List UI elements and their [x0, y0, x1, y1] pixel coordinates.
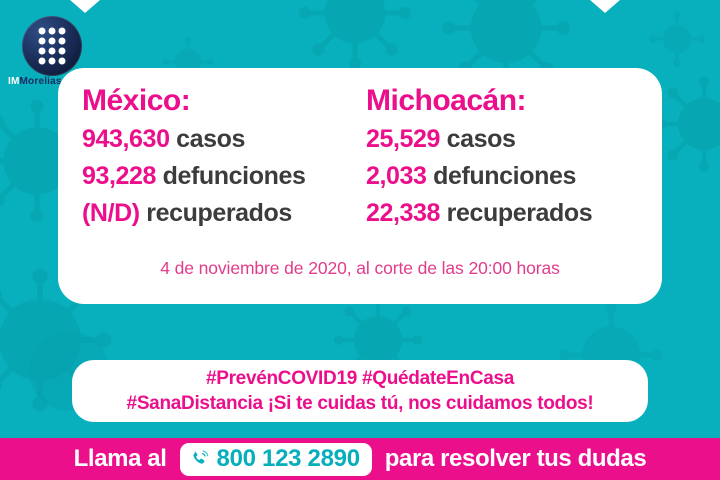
logo-orb-icon	[22, 16, 82, 76]
stat-value: (N/D)	[82, 199, 140, 228]
hashtag-card: #PrevénCOVID19 #QuédateEnCasa #SanaDista…	[72, 360, 648, 422]
phone-number-pill[interactable]: 800 123 2890	[179, 442, 372, 476]
logo-wordmark-suffix: Morelias	[19, 76, 62, 87]
stat-value: 943,630	[82, 125, 170, 154]
stat-row-michoacan-defunciones: 2,033 defunciones	[366, 158, 662, 195]
logo-wordmark: IMMorelias	[8, 76, 100, 87]
hashtag-line-2: #SanaDistancia ¡Si te cuidas tú, nos cui…	[126, 393, 594, 414]
region-title-mexico: México:	[82, 84, 191, 117]
region-title-michoacan: Michoacán:	[366, 84, 527, 117]
stats-column-mexico: México: 943,630 casos 93,228 defunciones…	[58, 82, 358, 232]
stat-label: defunciones	[162, 162, 306, 191]
stat-label: defunciones	[433, 162, 576, 191]
coronavirus-watermark-icon	[652, 72, 720, 176]
statistics-columns: México: 943,630 casos 93,228 defunciones…	[58, 82, 662, 232]
stat-value: 25,529	[366, 125, 441, 154]
hashtag-line-1: #PrevénCOVID19 #QuédateEnCasa	[205, 367, 515, 389]
stat-label: recuperados	[146, 199, 292, 228]
triangle-notch-down-icon	[590, 0, 620, 13]
logo-dot-grid-icon	[38, 27, 66, 65]
stat-value: 22,338	[366, 199, 441, 228]
contact-bar: Llama al 800 123 2890 para resolver tus …	[0, 438, 720, 480]
triangle-notch-down-icon	[70, 0, 100, 13]
stat-label: casos	[446, 125, 516, 154]
stats-column-michoacan: Michoacán: 25,529 casos 2,033 defuncione…	[358, 82, 662, 232]
stat-row-mexico-recuperados: (N/D) recuperados	[82, 195, 358, 232]
logo-wordmark-prefix: IM	[8, 76, 20, 87]
contact-prefix-text: Llama al	[73, 445, 167, 472]
contact-suffix-text: para resolver tus dudas	[384, 445, 647, 472]
stat-label: recuperados	[446, 199, 593, 228]
stat-row-michoacan-recuperados: 22,338 recuperados	[366, 195, 662, 232]
phone-call-icon	[190, 449, 210, 469]
stat-row-mexico-defunciones: 93,228 defunciones	[82, 158, 358, 195]
coronavirus-watermark-icon	[646, 8, 708, 70]
stat-value: 93,228	[82, 162, 157, 191]
statistics-card: México: 943,630 casos 93,228 defunciones…	[58, 68, 662, 304]
phone-number-text: 800 123 2890	[216, 444, 361, 472]
coronavirus-watermark-icon	[294, 0, 416, 74]
stat-value: 2,033	[366, 162, 427, 191]
stat-row-michoacan-casos: 25,529 casos	[366, 121, 662, 158]
stat-label: casos	[176, 125, 246, 154]
stat-row-mexico-casos: 943,630 casos	[82, 121, 358, 158]
immorelias-logo[interactable]: IMMorelias	[8, 16, 100, 88]
report-date-line: 4 de noviembre de 2020, al corte de las …	[160, 258, 560, 278]
